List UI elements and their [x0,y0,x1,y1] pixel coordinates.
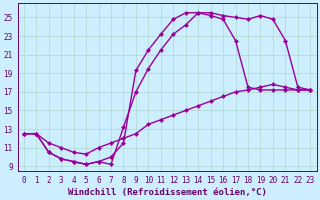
X-axis label: Windchill (Refroidissement éolien,°C): Windchill (Refroidissement éolien,°C) [68,188,267,197]
